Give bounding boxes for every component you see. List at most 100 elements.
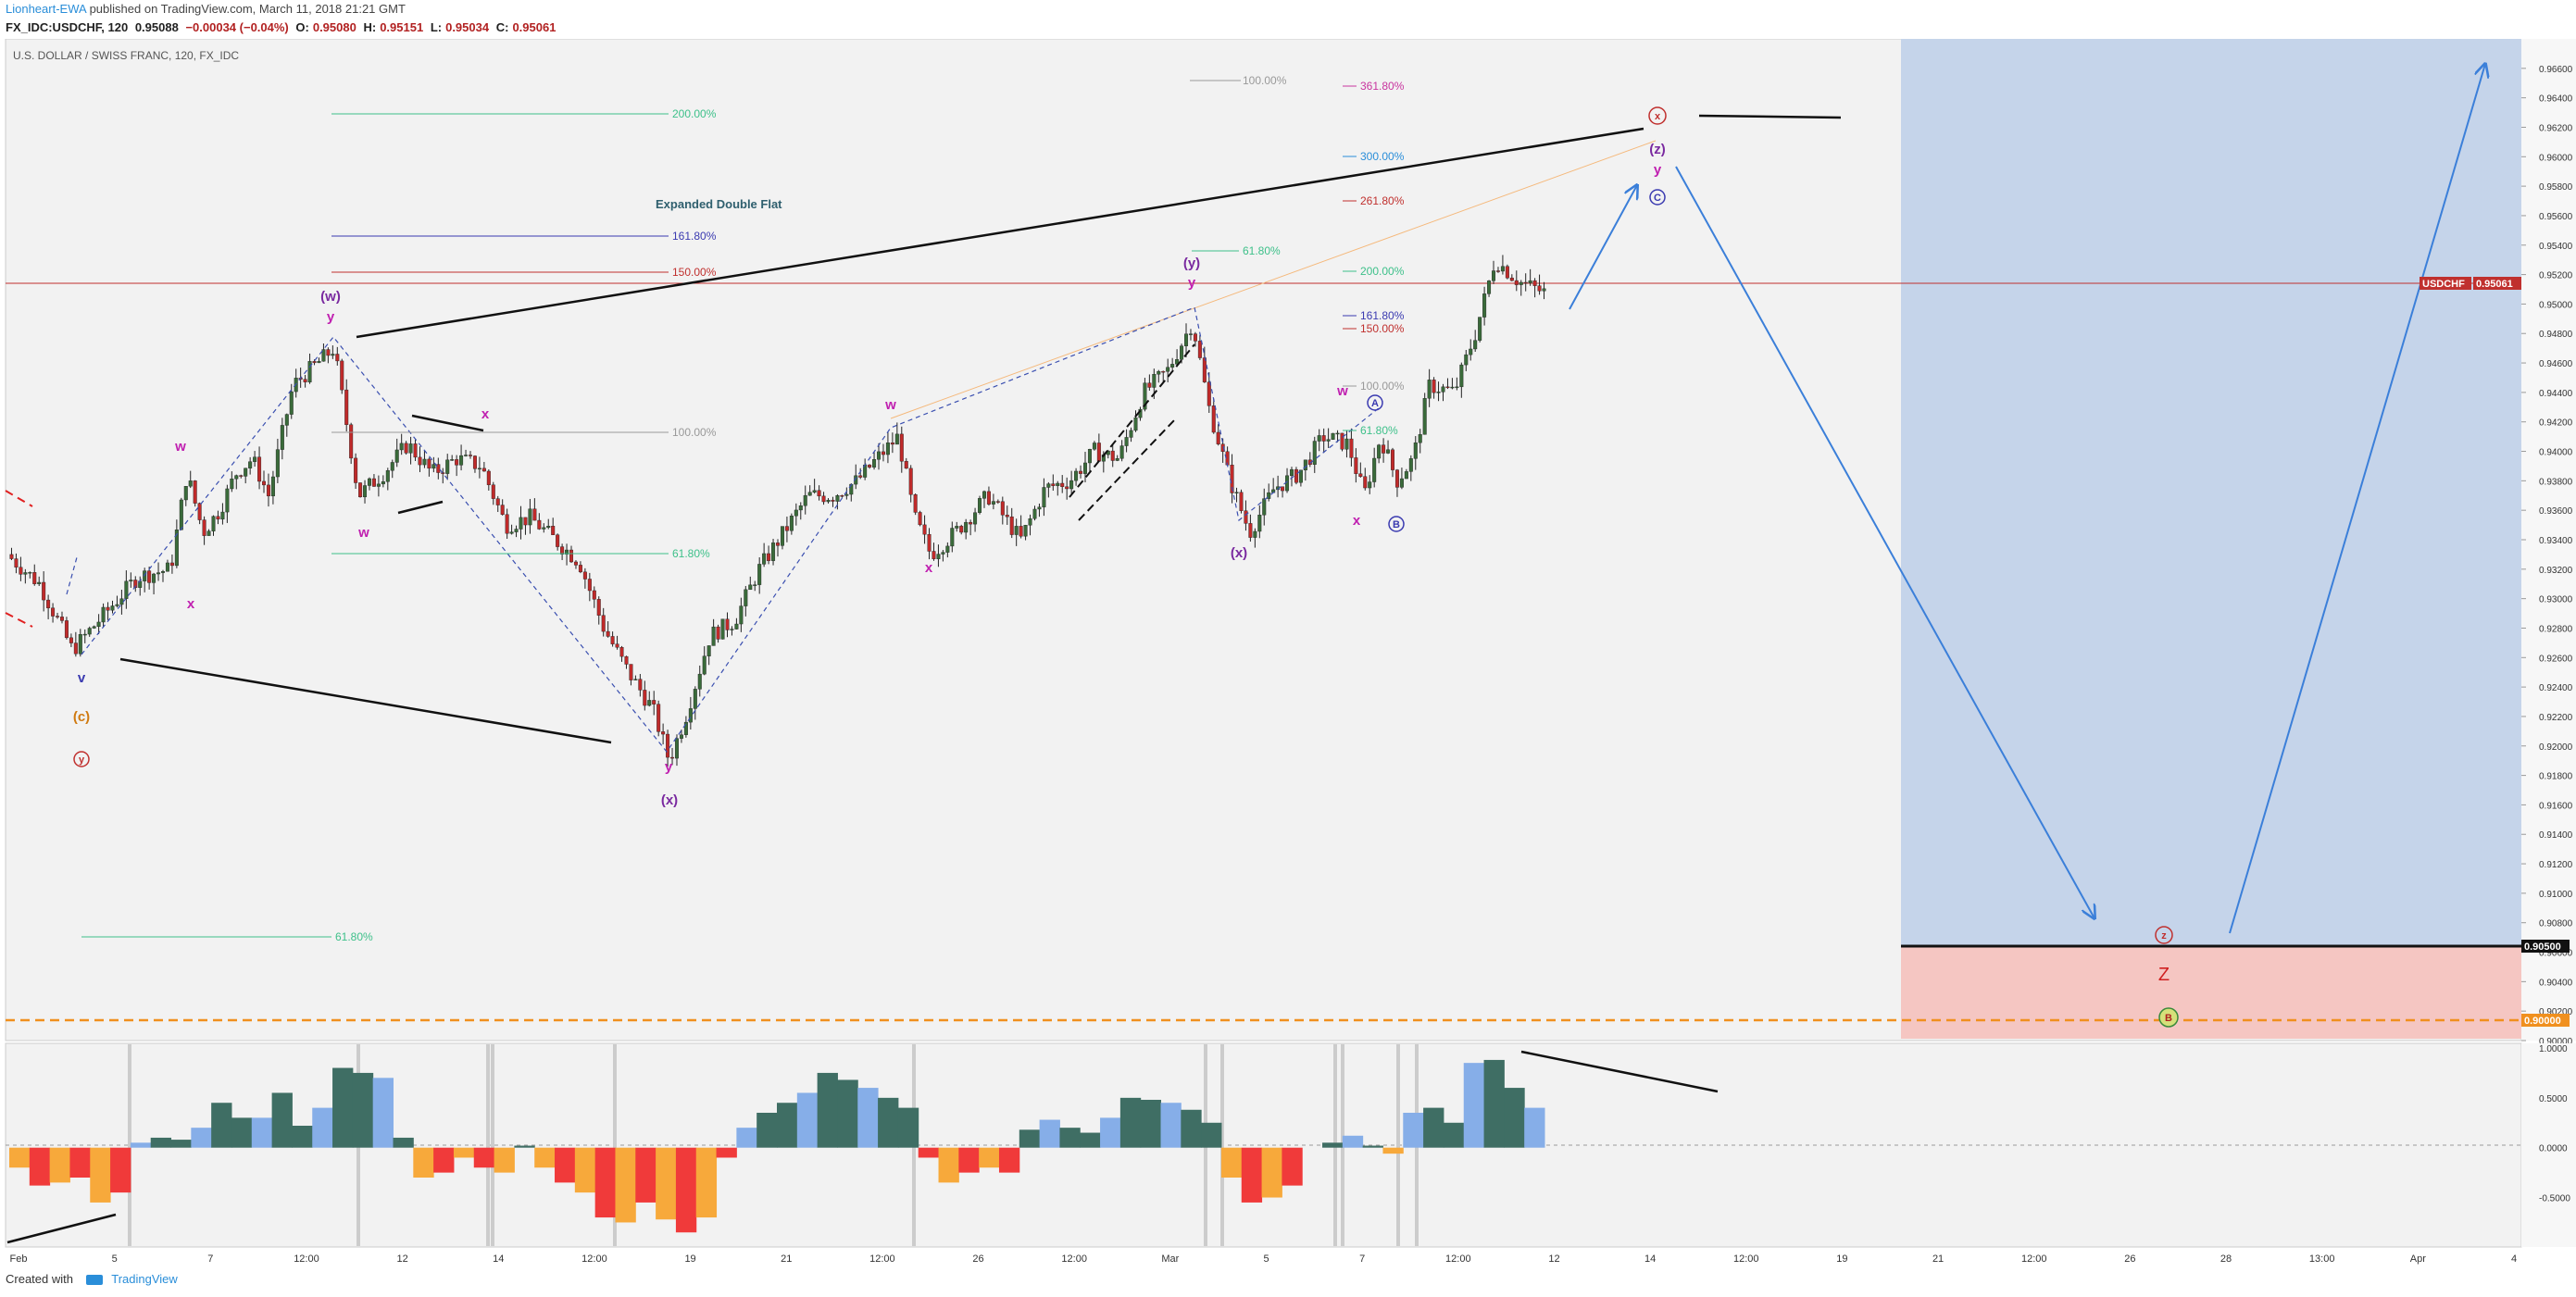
candle-body bbox=[1432, 380, 1436, 393]
candle-body bbox=[784, 526, 789, 531]
candle-body bbox=[1331, 432, 1335, 440]
time-axis[interactable]: Feb 5 7 12:00 12 14 12:00 19 21 12:00 26 12:00 Mar 5 7… bbox=[6, 1246, 2521, 1265]
trendline-upper[interactable] bbox=[356, 127, 1644, 339]
candle-body bbox=[592, 590, 596, 600]
arrow-down-long[interactable] bbox=[1675, 166, 2095, 918]
candle-body bbox=[844, 493, 849, 496]
price-tick-label: 0.94400 bbox=[2539, 389, 2573, 399]
osc-trendline-right[interactable] bbox=[1520, 1050, 1719, 1093]
candle-body bbox=[418, 456, 422, 466]
candle-body bbox=[1523, 281, 1528, 284]
candle-body bbox=[565, 549, 569, 555]
candle-body bbox=[556, 534, 560, 547]
oscillator-axis[interactable]: 1.0000 0.5000 0.0000 -0.5000 bbox=[2521, 1043, 2576, 1247]
wave-x-2: x bbox=[481, 406, 490, 422]
osc-bar bbox=[1080, 1132, 1101, 1148]
candle-body bbox=[679, 734, 683, 739]
osc-tick-label: 0.0000 bbox=[2539, 1144, 2568, 1154]
osc-bar bbox=[777, 1103, 798, 1148]
candle-body bbox=[262, 480, 267, 486]
price-tick-label: 0.90800 bbox=[2539, 919, 2573, 929]
candle-body bbox=[1473, 340, 1478, 350]
trendline-lower[interactable] bbox=[119, 657, 612, 744]
arrow-up-long[interactable] bbox=[2229, 64, 2485, 934]
candle-body bbox=[500, 505, 505, 515]
osc-bar bbox=[857, 1088, 879, 1148]
circle-x: x bbox=[1655, 111, 1661, 122]
candle-body bbox=[1281, 486, 1285, 492]
price-tick-label: 0.95000 bbox=[2539, 300, 2573, 310]
candle-body bbox=[1542, 288, 1546, 292]
candle-body bbox=[143, 570, 147, 581]
osc-gray-bar bbox=[1396, 1044, 1400, 1246]
osc-bar bbox=[292, 1126, 313, 1148]
candle-body bbox=[1069, 480, 1074, 490]
candle-body bbox=[1042, 487, 1046, 507]
candle-body bbox=[289, 391, 294, 415]
projection-arrows[interactable] bbox=[1569, 64, 2485, 934]
candle-body bbox=[505, 514, 509, 534]
trendline-top-right[interactable] bbox=[1698, 114, 1842, 119]
trendlines[interactable] bbox=[6, 114, 1842, 1244]
arrow-up-short[interactable] bbox=[1569, 185, 1637, 310]
candle-body bbox=[1427, 380, 1432, 399]
osc-bar bbox=[1039, 1119, 1060, 1148]
candle-body bbox=[491, 484, 495, 499]
candle-body bbox=[1216, 431, 1220, 444]
candle-body bbox=[326, 349, 331, 356]
candle-body bbox=[776, 542, 781, 546]
osc-bar bbox=[1483, 1059, 1505, 1148]
candle-body bbox=[331, 354, 335, 356]
osc-bar bbox=[211, 1103, 232, 1148]
trendline-small-2[interactable] bbox=[397, 500, 444, 515]
candle-body bbox=[702, 655, 707, 675]
trendline-small-1[interactable] bbox=[411, 414, 484, 432]
candle-body bbox=[1037, 506, 1042, 510]
price-badges[interactable]: 0.95061 USDCHF 0.90500 0.90000 bbox=[2420, 277, 2570, 1027]
candle-body bbox=[1422, 398, 1427, 435]
author-link[interactable]: Lionheart-EWA bbox=[6, 2, 86, 16]
osc-bar bbox=[372, 1078, 394, 1148]
candle-body bbox=[73, 642, 78, 655]
candle-body bbox=[969, 521, 973, 525]
osc-bar bbox=[130, 1142, 152, 1148]
candle-body bbox=[1358, 473, 1363, 477]
fib-levels[interactable]: 200.00% 161.80% 150.00% 100.00% 61.80% 6… bbox=[81, 74, 1405, 943]
pattern-label: Expanded Double Flat bbox=[656, 197, 782, 211]
candle-body bbox=[317, 361, 321, 364]
orange-channel-line[interactable] bbox=[890, 140, 1657, 419]
osc-bar bbox=[897, 1107, 919, 1148]
candle-body bbox=[1500, 266, 1505, 272]
osc-bar bbox=[837, 1079, 858, 1148]
candle-body bbox=[78, 634, 82, 655]
candle-body bbox=[817, 490, 821, 497]
candle-body bbox=[106, 606, 110, 611]
candle-body bbox=[647, 700, 652, 706]
chart-canvas[interactable]: 0.96600 0.96400 0.96200 0.96000 0.95800 0.956… bbox=[0, 39, 2576, 1266]
candle-body bbox=[918, 512, 922, 526]
osc-bar bbox=[1463, 1063, 1485, 1148]
time-tick-label: 26 bbox=[972, 1253, 983, 1265]
osc-bar bbox=[453, 1147, 475, 1158]
dashed-channel[interactable] bbox=[1069, 343, 1195, 521]
candle-body bbox=[1450, 386, 1455, 389]
candle-body bbox=[248, 461, 253, 468]
osc-bar bbox=[1282, 1147, 1303, 1186]
osc-gray-bar bbox=[128, 1044, 131, 1246]
candle-body bbox=[932, 551, 936, 559]
price-axis[interactable]: 0.96600 0.96400 0.96200 0.96000 0.95800 0.956… bbox=[2521, 39, 2576, 1047]
tradingview-link[interactable]: TradingView bbox=[111, 1272, 178, 1286]
candle-body bbox=[390, 462, 394, 471]
osc-trendline-left[interactable] bbox=[6, 1213, 117, 1244]
candle-body bbox=[1056, 482, 1060, 486]
candle-body bbox=[110, 605, 115, 611]
wave-v: v bbox=[78, 670, 86, 686]
candle-body bbox=[762, 553, 767, 565]
candle-body bbox=[744, 589, 748, 606]
price-tick-label: 0.91400 bbox=[2539, 830, 2573, 841]
candle-body bbox=[982, 491, 986, 499]
candle-body bbox=[542, 527, 546, 530]
candle-body bbox=[1532, 280, 1537, 286]
candle-body bbox=[725, 618, 730, 630]
price-tick-label: 0.94000 bbox=[2539, 448, 2573, 458]
